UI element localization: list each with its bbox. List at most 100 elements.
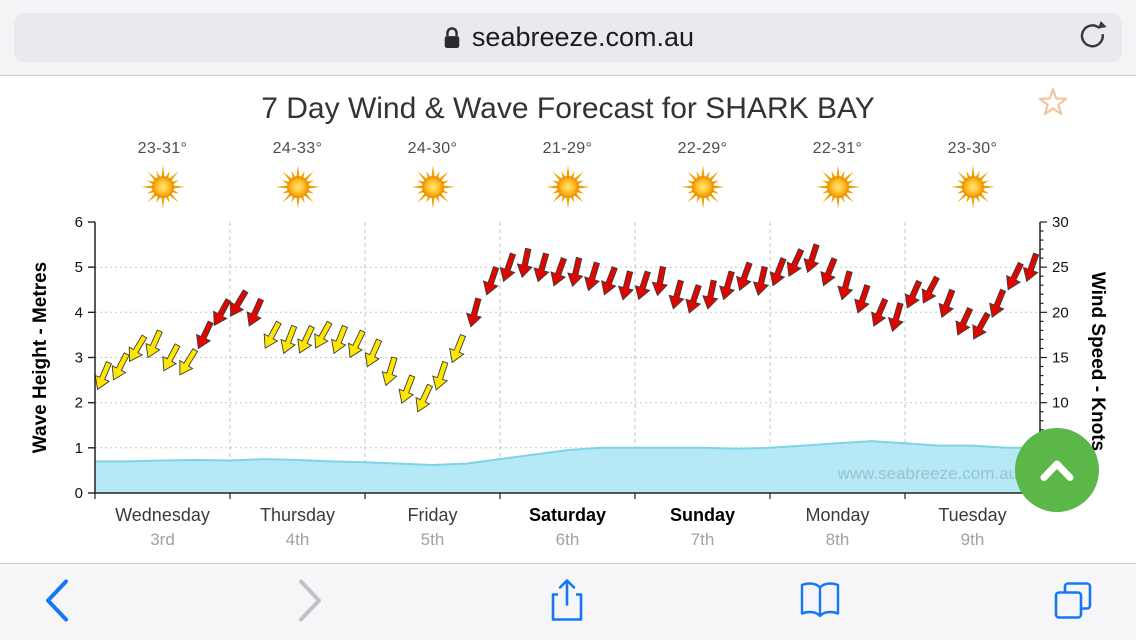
watermark: www.seabreeze.com.au — [837, 464, 1018, 483]
share-button[interactable] — [545, 576, 589, 629]
day-name: Saturday — [528, 505, 607, 525]
wind-arrow — [601, 266, 618, 296]
day-date: 6th — [555, 530, 580, 549]
wind-arrow — [1006, 261, 1024, 291]
day-date: 3rd — [150, 530, 175, 549]
wind-arrow — [263, 320, 282, 349]
sun-icon — [680, 165, 725, 209]
tabs-button[interactable] — [1050, 578, 1096, 627]
url-text: seabreeze.com.au — [471, 22, 695, 52]
day-header: 21-29° — [501, 140, 635, 210]
wind-arrow — [584, 261, 601, 292]
day-name: Wednesday — [115, 505, 210, 525]
day-temp-range: 22-31° — [812, 140, 863, 157]
chevron-up-icon — [1040, 460, 1074, 481]
wind-arrow — [938, 288, 956, 319]
wind-arrow — [921, 275, 940, 304]
wind-arrow — [331, 324, 349, 355]
url-field[interactable]: seabreeze.com.au — [14, 13, 1122, 62]
back-button[interactable] — [43, 578, 71, 627]
browser-top-bar: seabreeze.com.au — [0, 0, 1136, 76]
wind-arrow — [415, 383, 434, 413]
right-tick-label: 30 — [1052, 214, 1069, 231]
wind-arrow — [617, 270, 635, 301]
wind-arrow — [466, 297, 483, 328]
left-tick-label: 4 — [75, 304, 83, 321]
wind-arrow — [533, 252, 550, 283]
wind-arrow — [449, 333, 467, 364]
day-label: Saturday 6th — [501, 505, 635, 550]
wind-arrow — [145, 329, 163, 359]
day-name: Monday — [805, 505, 870, 525]
wave-height-line — [95, 440, 1040, 467]
left-tick-label: 2 — [75, 395, 83, 412]
wind-arrow — [736, 261, 753, 292]
day-label: Tuesday 9th — [906, 505, 1040, 550]
wind-arrow — [972, 311, 991, 340]
wind-arrow — [381, 356, 398, 387]
wind-arrow — [820, 257, 838, 287]
right-axis-label: Wind Speed - Knots — [1087, 272, 1108, 451]
left-tick-label: 1 — [75, 440, 83, 457]
wind-arrow — [128, 334, 148, 363]
wind-arrow — [837, 270, 854, 301]
wind-arrow — [111, 352, 130, 381]
wind-arrow — [955, 306, 974, 336]
right-tick-label: 10 — [1052, 395, 1069, 412]
left-tick-label: 3 — [75, 350, 83, 367]
lock-icon — [444, 27, 460, 48]
right-tick-label: 15 — [1052, 350, 1069, 367]
scroll-to-top-button[interactable] — [1015, 428, 1099, 512]
day-label: Thursday 4th — [231, 505, 365, 550]
day-temp-range: 24-30° — [407, 140, 458, 157]
share-icon — [551, 579, 583, 621]
day-temp-range: 23-31° — [137, 140, 188, 157]
favorite-star-button[interactable] — [1036, 86, 1070, 123]
day-name: Friday — [407, 505, 458, 525]
day-label: Friday 5th — [366, 505, 500, 550]
sun-icon — [545, 165, 590, 209]
wind-arrow — [702, 279, 719, 310]
back-icon — [46, 579, 68, 622]
wind-arrow — [162, 343, 181, 372]
wind-arrow — [499, 252, 517, 283]
day-date: 9th — [960, 530, 985, 549]
right-tick-label: 20 — [1052, 304, 1069, 321]
day-name: Sunday — [669, 505, 735, 525]
left-tick-label: 5 — [75, 259, 83, 276]
wind-arrow — [1022, 252, 1040, 283]
day-date: 8th — [825, 530, 850, 549]
sun-icon — [275, 165, 320, 209]
wind-arrow — [634, 270, 651, 301]
star-icon — [1038, 88, 1068, 116]
day-label: Wednesday 3rd — [96, 505, 230, 550]
day-temp-range: 24-33° — [272, 140, 323, 157]
sun-icon — [815, 165, 860, 209]
wind-arrow — [651, 265, 668, 297]
bookmarks-button[interactable] — [796, 580, 844, 625]
day-date: 7th — [690, 530, 715, 549]
wind-arrow — [786, 248, 805, 277]
left-tick-label: 6 — [75, 214, 83, 231]
wind-arrow — [482, 266, 500, 296]
left-axis-label: Wave Height - Metres — [30, 262, 51, 453]
wind-arrow — [432, 360, 449, 391]
wind-arrow — [348, 329, 366, 359]
forward-icon — [299, 579, 321, 622]
day-label: Sunday 7th — [636, 505, 770, 550]
wind-arrow — [516, 247, 533, 279]
day-label: Monday 8th — [771, 505, 905, 550]
forward-button[interactable] — [296, 578, 324, 627]
wind-arrow — [550, 257, 568, 287]
day-temp-range: 22-29° — [677, 140, 728, 157]
wind-arrow — [871, 297, 889, 327]
day-header: 23-30° — [906, 140, 1040, 210]
wind-arrow — [854, 284, 871, 314]
day-date: 5th — [420, 530, 445, 549]
wind-arrow — [229, 289, 249, 317]
day-header: 24-30° — [366, 140, 500, 210]
wind-arrow — [314, 320, 333, 349]
refresh-button[interactable] — [1074, 17, 1112, 58]
left-tick-label: 0 — [75, 485, 83, 502]
wind-arrow — [989, 288, 1007, 318]
